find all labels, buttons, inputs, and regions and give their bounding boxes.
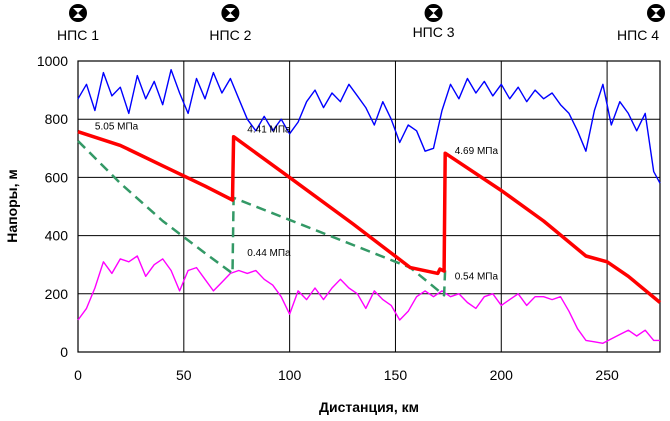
- x-tick-label-4: 200: [490, 367, 514, 383]
- plot-frame: [77, 60, 661, 353]
- series-lines: [77, 69, 662, 344]
- x-tick-label-5: 250: [595, 367, 619, 383]
- annotation-label-2: 0.44 МПа: [247, 248, 291, 259]
- pump-station-symbol-2: [428, 8, 439, 18]
- tick-labels: 0 50 100 150 200 250 0 200 400 600 800 1000: [37, 53, 619, 383]
- y-tick-label-2: 400: [45, 228, 69, 244]
- x-tick-label-3: 150: [384, 367, 408, 383]
- annotations: 5.05 МПа 4.41 МПа 0.44 МПа 4.69 МПа 0.54 МПа: [95, 121, 499, 282]
- y-tick-label-4: 800: [45, 111, 69, 127]
- grid: [77, 60, 661, 353]
- x-tick-label-0: 0: [74, 367, 82, 383]
- annotation-label-0: 5.05 МПа: [95, 121, 139, 132]
- y-tick-label-3: 600: [45, 169, 69, 185]
- pump-station-symbol-1: [225, 8, 236, 18]
- x-axis-title: Дистанция, км: [319, 399, 419, 415]
- series-line-1: [77, 140, 447, 297]
- series-line-0: [77, 130, 662, 304]
- station-label-0: НПС 1: [57, 27, 99, 43]
- station-label-1: НПС 2: [209, 27, 251, 43]
- pump-station-symbol-0: [73, 8, 83, 18]
- pump-station-symbol-3: [651, 8, 661, 18]
- x-tick-label-2: 100: [278, 367, 302, 383]
- station-label-3: НПС 4: [617, 27, 659, 43]
- annotation-label-4: 0.54 МПа: [455, 271, 499, 282]
- station-label-2: НПС 3: [413, 24, 455, 40]
- annotation-label-1: 4.41 МПа: [247, 124, 291, 135]
- series-line-3: [77, 255, 660, 344]
- x-tick-label-1: 50: [176, 367, 192, 383]
- y-tick-label-0: 0: [60, 344, 68, 360]
- y-tick-label-5: 1000: [37, 53, 68, 69]
- series-line-2: [77, 69, 661, 184]
- annotation-label-3: 4.69 МПа: [455, 146, 499, 157]
- station-markers: НПС 1 НПС 2 НПС 3 НПС 4: [57, 4, 665, 43]
- y-tick-label-1: 200: [45, 286, 69, 302]
- y-axis-title: Напоры, м: [4, 169, 20, 243]
